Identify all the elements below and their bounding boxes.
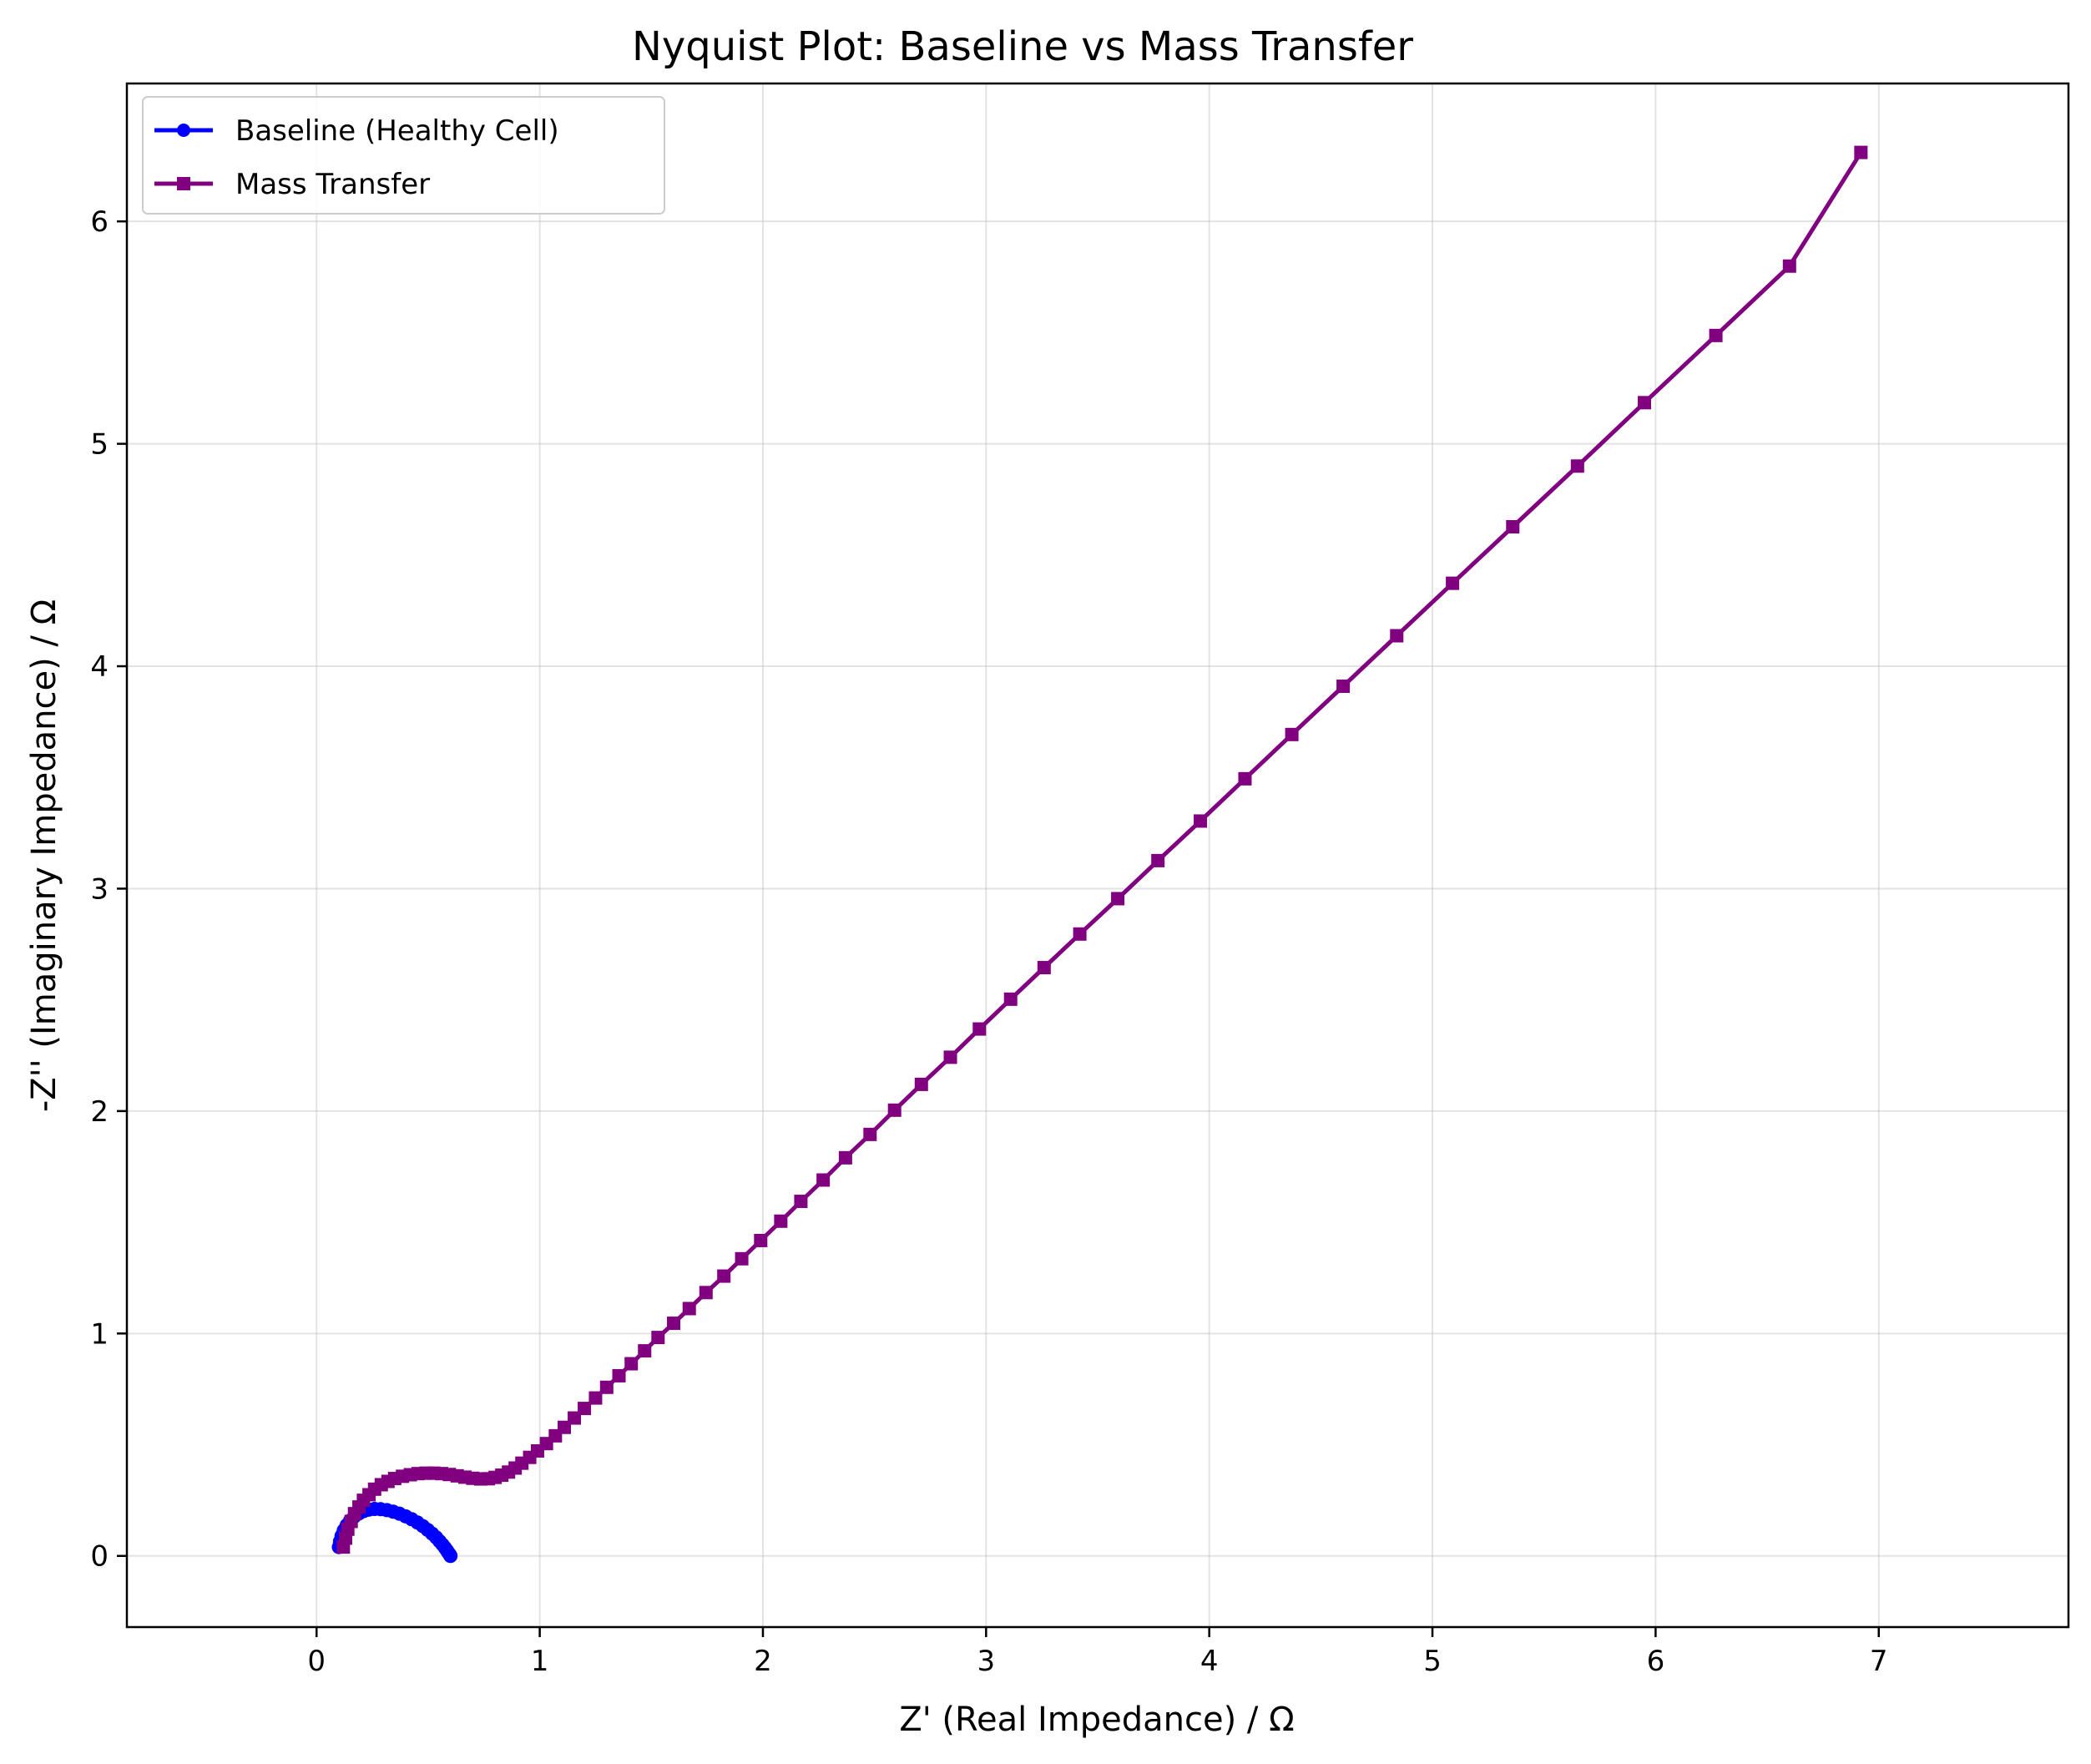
legend-entry-baseline: Baseline (Healthy Cell) bbox=[154, 114, 559, 148]
data-point bbox=[794, 1195, 808, 1209]
data-point bbox=[943, 1050, 957, 1064]
legend: Baseline (Healthy Cell) Mass Transfer bbox=[142, 96, 665, 215]
data-point bbox=[1285, 727, 1299, 741]
x-tick-label: 6 bbox=[1647, 1645, 1665, 1678]
legend-label-baseline: Baseline (Healthy Cell) bbox=[235, 114, 559, 148]
data-point bbox=[1037, 961, 1051, 975]
data-point bbox=[578, 1402, 592, 1416]
legend-entry-mass-transfer: Mass Transfer bbox=[154, 168, 430, 201]
data-point bbox=[887, 1103, 902, 1117]
data-point bbox=[699, 1286, 713, 1300]
x-tick-label: 7 bbox=[1870, 1645, 1888, 1678]
data-point bbox=[838, 1150, 852, 1165]
data-point bbox=[1336, 680, 1351, 694]
data-point bbox=[1854, 145, 1868, 159]
y-tick-label: 2 bbox=[90, 1095, 109, 1129]
data-point bbox=[612, 1368, 626, 1382]
x-tick-label: 1 bbox=[531, 1645, 549, 1678]
data-point bbox=[599, 1380, 614, 1394]
data-point bbox=[624, 1357, 639, 1371]
data-point bbox=[1709, 328, 1723, 342]
data-point bbox=[1151, 853, 1165, 867]
y-tick-label: 4 bbox=[90, 650, 109, 684]
data-point bbox=[568, 1411, 582, 1425]
series-mass-transfer bbox=[336, 145, 1868, 1554]
axis-ticks: 0 1 2 3 4 5 6 7 0 1 2 3 4 5 6 bbox=[90, 205, 1887, 1678]
data-point bbox=[1638, 396, 1652, 410]
data-point bbox=[558, 1420, 572, 1434]
chart-title: Nyquist Plot: Baseline vs Mass Transfer bbox=[632, 23, 1413, 70]
data-point bbox=[443, 1549, 458, 1564]
data-point bbox=[972, 1022, 987, 1036]
data-point bbox=[1003, 992, 1018, 1006]
y-axis-title: -Z'' (Imaginary Impedance) / Ω bbox=[25, 599, 63, 1112]
data-point bbox=[816, 1173, 831, 1187]
data-point bbox=[1193, 814, 1207, 828]
data-point bbox=[667, 1317, 681, 1331]
data-point bbox=[1111, 892, 1125, 906]
y-tick-label: 3 bbox=[90, 872, 109, 906]
legend-label-mass-transfer: Mass Transfer bbox=[235, 168, 430, 201]
y-tick-label: 5 bbox=[90, 428, 109, 462]
data-point bbox=[914, 1077, 928, 1091]
data-point bbox=[1782, 259, 1796, 273]
data-point bbox=[754, 1233, 768, 1247]
data-point bbox=[638, 1344, 652, 1358]
grid-lines bbox=[127, 83, 2068, 1627]
x-axis-title: Z' (Real Impedance) / Ω bbox=[899, 1701, 1294, 1739]
data-point bbox=[682, 1302, 696, 1316]
data-point bbox=[588, 1391, 603, 1405]
data-point bbox=[1390, 629, 1404, 643]
data-point bbox=[863, 1127, 877, 1141]
data-point bbox=[651, 1331, 665, 1345]
series-layer bbox=[331, 145, 1868, 1564]
legend-marker-baseline bbox=[177, 124, 190, 137]
data-point bbox=[1446, 576, 1460, 590]
y-tick-label: 0 bbox=[90, 1540, 109, 1574]
plot-frame bbox=[125, 82, 2070, 1629]
x-tick-label: 0 bbox=[307, 1645, 326, 1678]
data-point bbox=[774, 1214, 788, 1228]
legend-box bbox=[142, 96, 665, 215]
legend-marker-mass-transfer bbox=[177, 177, 190, 190]
data-point bbox=[1570, 459, 1584, 473]
y-tick-label: 6 bbox=[90, 205, 109, 239]
x-tick-label: 5 bbox=[1423, 1645, 1442, 1678]
data-point bbox=[717, 1269, 731, 1283]
data-point bbox=[1506, 519, 1520, 533]
x-tick-label: 3 bbox=[977, 1645, 996, 1678]
y-tick-label: 1 bbox=[90, 1317, 109, 1351]
x-tick-label: 4 bbox=[1200, 1645, 1219, 1678]
data-point bbox=[735, 1251, 749, 1266]
x-tick-label: 2 bbox=[754, 1645, 772, 1678]
data-point bbox=[1073, 927, 1087, 941]
data-point bbox=[1238, 771, 1252, 786]
